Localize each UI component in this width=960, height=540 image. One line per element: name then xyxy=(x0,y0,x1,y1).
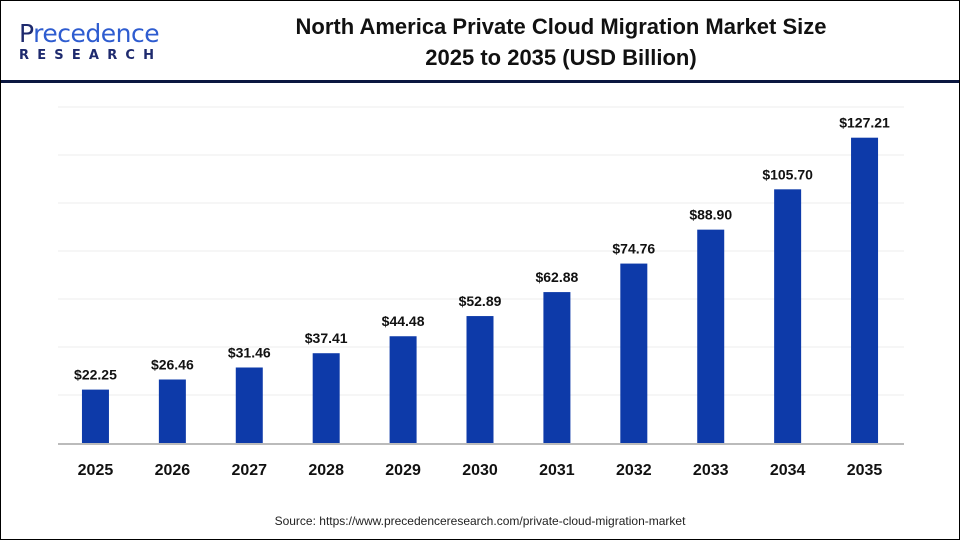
x-tick-label: 2027 xyxy=(231,462,267,479)
bar xyxy=(543,292,571,443)
x-tick-label: 2025 xyxy=(78,462,114,479)
logo-letter: P xyxy=(19,19,34,48)
bar xyxy=(466,316,494,443)
chart-title: North America Private Cloud Migration Ma… xyxy=(241,11,881,73)
logo: Precedence RESEARCH xyxy=(19,19,163,64)
title-line-1: North America Private Cloud Migration Ma… xyxy=(295,14,827,39)
bar xyxy=(389,336,417,443)
data-label: $22.25 xyxy=(74,367,117,383)
data-label: $62.88 xyxy=(535,269,578,285)
bar xyxy=(312,353,340,443)
bar xyxy=(697,229,725,443)
data-label: $31.46 xyxy=(228,344,271,360)
x-tick-label: 2033 xyxy=(693,462,729,479)
data-label: $52.89 xyxy=(459,293,502,309)
title-line-2: 2025 to 2035 (USD Billion) xyxy=(425,45,697,70)
bar xyxy=(851,137,879,444)
header-divider xyxy=(1,80,959,83)
data-label: $44.48 xyxy=(382,313,425,329)
bar xyxy=(81,389,109,443)
x-tick-label: 2031 xyxy=(539,462,575,479)
x-tick-label: 2032 xyxy=(616,462,652,479)
x-tick-label: 2026 xyxy=(155,462,191,479)
x-tick-label: 2034 xyxy=(770,462,806,479)
bar xyxy=(235,367,263,443)
data-label: $105.70 xyxy=(762,166,813,182)
data-label: $37.41 xyxy=(305,330,348,346)
bar xyxy=(158,379,186,443)
bar xyxy=(620,263,648,443)
data-label: $88.90 xyxy=(689,207,732,223)
x-tick-label: 2028 xyxy=(308,462,344,479)
logo-text: recedence xyxy=(33,19,160,48)
source-note: Source: https://www.precedenceresearch.c… xyxy=(274,514,686,528)
logo-subtext: RESEARCH xyxy=(19,48,163,63)
bar xyxy=(774,189,802,443)
data-label: $127.21 xyxy=(839,115,890,131)
data-label: $74.76 xyxy=(612,241,655,257)
data-label: $26.46 xyxy=(151,356,194,372)
x-tick-label: 2035 xyxy=(847,462,883,479)
x-tick-label: 2029 xyxy=(385,462,421,479)
x-tick-label: 2030 xyxy=(462,462,498,479)
